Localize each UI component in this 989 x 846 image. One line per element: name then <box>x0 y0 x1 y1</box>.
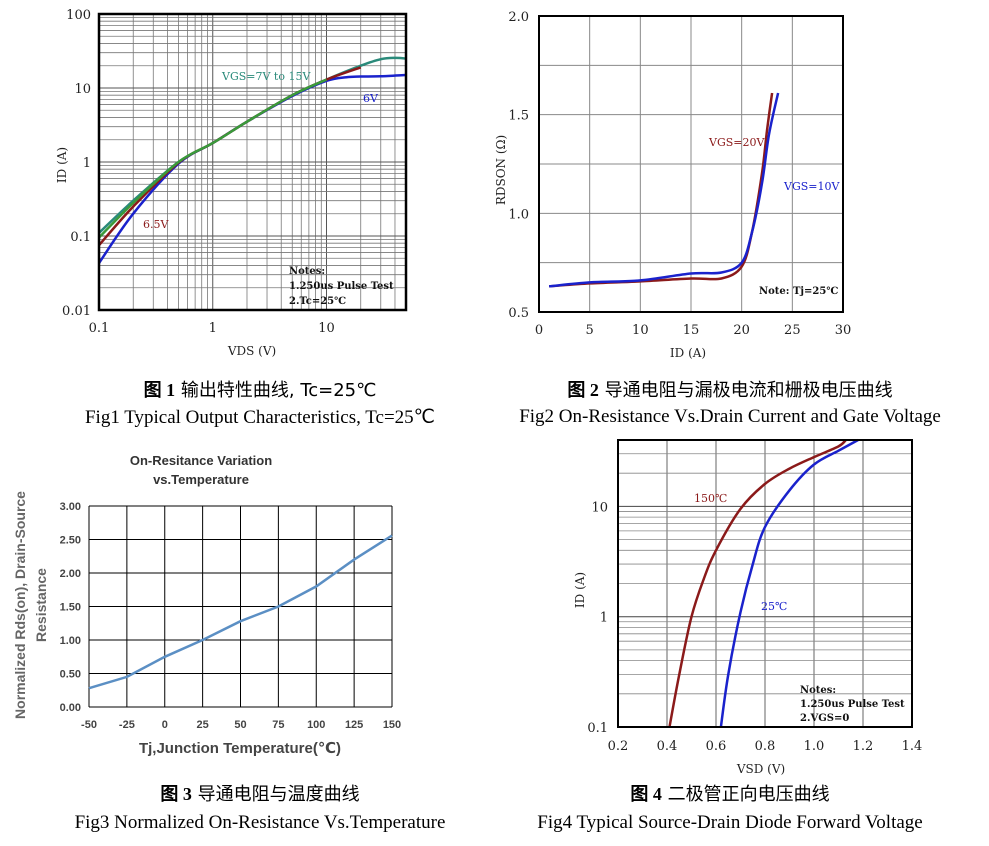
fig4-ytick-label: 1 <box>600 611 608 626</box>
fig4-caption-cn: 图 4 二极管正向电压曲线 <box>630 784 830 805</box>
fig4-xtick-label: 0.4 <box>657 739 678 754</box>
fig3-title-line: On-Resitance Variation <box>130 453 272 468</box>
fig3-ylabel-line: Resistance <box>33 568 49 642</box>
fig2-series-line-1 <box>548 92 780 288</box>
fig3-ytick-label: 1.00 <box>60 635 81 647</box>
fig4-chart: 0.2 0.4 0.6 0.8 1.0 1.2 1.4 0.1 1 10 VSD (V) ID (A)… <box>573 438 923 776</box>
fig1-ytick-label: 100 <box>66 8 91 23</box>
fig3-xtick-label: 0 <box>162 719 168 731</box>
fig2-series-label: VGS=20V <box>708 136 765 149</box>
fig1-series-label: 6V <box>363 92 379 105</box>
fig4-note-line: 1.250us Pulse Test <box>800 699 905 710</box>
fig3-xtick-label: 100 <box>307 719 325 731</box>
fig3-ytick-label: 0.00 <box>60 702 81 714</box>
fig4-ylabel: ID (A) <box>573 572 587 608</box>
fig4-series-label: 25℃ <box>761 600 787 613</box>
fig3-ylabel-line: Normalized Rds(on), Drain-Source <box>12 491 28 719</box>
fig4-xlabel: VSD (V) <box>736 762 785 776</box>
fig1-chart: 0.1 1 10 0.01 0.1 1 10 100 VDS (V) ID (A) VGS=7V t… <box>55 8 408 358</box>
fig2-ytick-label: 1.5 <box>508 109 529 124</box>
fig2-ylabel: RDSON (Ω) <box>494 135 508 205</box>
fig3-xtick-label: 75 <box>272 719 284 731</box>
fig1-xtick-label: 10 <box>318 321 335 336</box>
fig3-ytick-label: 2.50 <box>60 535 81 547</box>
fig2-xtick-label: 25 <box>784 323 801 338</box>
fig4-xtick-label: 0.6 <box>706 739 727 754</box>
fig1-xtick-label: 0.1 <box>89 321 110 336</box>
fig3-xtick-label: 150 <box>383 719 401 731</box>
fig2-xtick-label: 5 <box>586 323 594 338</box>
fig4-ytick-label: 10 <box>591 500 608 515</box>
fig2-caption-en: Fig2 On-Resistance Vs.Drain Current and … <box>519 406 941 427</box>
fig2-caption-cn: 图 2 导通电阻与漏极电流和栅极电压曲线 <box>567 380 893 401</box>
fig2-ytick-label: 2.0 <box>508 10 529 25</box>
fig4-caption-en: Fig4 Typical Source-Drain Diode Forward … <box>537 812 923 833</box>
fig1-plot-border <box>97 12 408 312</box>
fig4-series-line-0 <box>668 439 847 728</box>
fig3-xtick-label: 50 <box>234 719 246 731</box>
fig3-xtick-label: 125 <box>345 719 363 731</box>
fig2-ytick-label: 0.5 <box>508 306 529 321</box>
fig3-ytick-label: 2.00 <box>60 568 81 580</box>
fig2-series-label: VGS=10V <box>783 180 840 193</box>
fig4-xtick-label: 1.4 <box>902 739 923 754</box>
fig1-series-label: VGS=7V to 15V <box>221 70 311 83</box>
fig1-ylabel: ID (A) <box>55 147 69 183</box>
fig1-series-line-3 <box>98 78 328 239</box>
fig4-xtick-label: 0.8 <box>755 739 776 754</box>
fig3-caption-cn: 图 3 导通电阻与温度曲线 <box>160 784 360 805</box>
fig2-xtick-label: 10 <box>632 323 649 338</box>
fig3-ytick-label: 3.00 <box>60 501 81 513</box>
fig3-xtick-label: -25 <box>119 719 135 731</box>
fig4-xtick-label: 1.2 <box>853 739 874 754</box>
fig4-note-line: Notes: <box>800 685 836 696</box>
fig1-ytick-label: 0.01 <box>62 304 91 319</box>
fig3-series-line-0 <box>88 534 393 690</box>
fig2-chart: 0 5 10 15 20 25 30 0.5 1.0 1.5 2.0 ID (A) RDSON (Ω) V… <box>494 10 851 360</box>
fig2-xlabel: ID (A) <box>670 346 706 360</box>
fig3-ytick-label: 1.50 <box>60 602 81 614</box>
fig2-ytick-label: 1.0 <box>508 207 529 222</box>
fig1-note-line: 2.Tc=25℃ <box>289 296 346 307</box>
fig4-series-label: 150℃ <box>694 492 727 505</box>
fig4-series-line-1 <box>719 438 859 728</box>
fig3-caption-en: Fig3 Normalized On-Resistance Vs.Tempera… <box>74 812 446 833</box>
fig1-note-line: 1.250us Pulse Test <box>289 281 394 292</box>
fig1-xtick-label: 1 <box>209 321 217 336</box>
fig2-xtick-label: 0 <box>535 323 543 338</box>
fig1-ytick-label: 0.1 <box>70 230 91 245</box>
fig2-plot-border <box>538 15 844 313</box>
fig1-series-label: 6.5V <box>143 218 169 231</box>
fig2-xtick-label: 20 <box>733 323 750 338</box>
fig3-ytick-label: 0.50 <box>60 669 81 681</box>
fig3-title-line: vs.Temperature <box>153 472 249 487</box>
fig2-xtick-label: 30 <box>835 323 852 338</box>
fig4-xtick-label: 0.2 <box>608 739 629 754</box>
fig3-xtick-label: -50 <box>81 719 97 731</box>
fig1-caption-en: Fig1 Typical Output Characteristics, Tc=… <box>84 407 436 428</box>
fig1-ytick-label: 1 <box>83 156 91 171</box>
fig4-xtick-label: 1.0 <box>804 739 825 754</box>
fig2-xtick-label: 15 <box>683 323 700 338</box>
fig1-note-line: Notes: <box>289 266 325 277</box>
fig1-caption-cn: 图 1 输出特性曲线, Tc=25℃ <box>143 380 377 401</box>
fig1-xlabel: VDS (V) <box>227 344 276 358</box>
fig3-xlabel: Tj,Junction Temperature(℃) <box>139 740 341 757</box>
fig4-plot-border <box>617 439 913 728</box>
fig2-note-line: Note: Tj=25℃ <box>759 286 838 297</box>
fig3-xtick-label: 25 <box>197 719 209 731</box>
fig4-note-line: 2.VGS=0 <box>800 713 849 724</box>
fig1-ytick-label: 10 <box>74 82 91 97</box>
fig4-ytick-label: 0.1 <box>587 721 608 736</box>
fig3-chart: On-Resitance Variation vs.Temperature -50 -… <box>12 453 401 757</box>
